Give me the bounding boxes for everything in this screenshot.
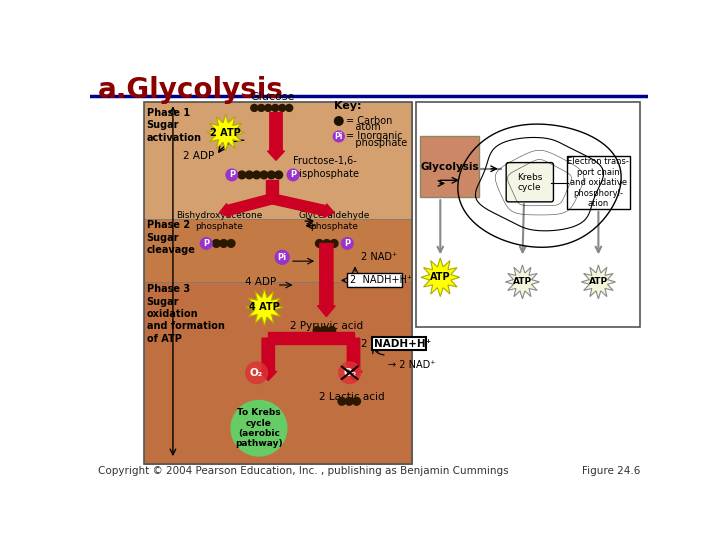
FancyArrow shape xyxy=(260,338,276,381)
Circle shape xyxy=(330,240,338,247)
Text: Pi: Pi xyxy=(278,253,287,262)
Circle shape xyxy=(253,171,261,179)
FancyBboxPatch shape xyxy=(506,163,554,202)
Circle shape xyxy=(275,171,282,179)
FancyArrow shape xyxy=(318,244,336,316)
Circle shape xyxy=(265,104,271,111)
Circle shape xyxy=(323,240,330,247)
Text: O₂: O₂ xyxy=(250,368,264,378)
Text: phosphate: phosphate xyxy=(346,138,407,147)
Text: Fructose-1,6-
bisphosphate: Fructose-1,6- bisphosphate xyxy=(293,157,359,179)
Circle shape xyxy=(246,171,253,179)
Circle shape xyxy=(251,104,258,111)
FancyArrow shape xyxy=(266,179,279,199)
Text: 2 ATP: 2 ATP xyxy=(210,127,241,138)
FancyBboxPatch shape xyxy=(144,102,412,219)
Text: → 2 NAD⁺: → 2 NAD⁺ xyxy=(388,360,436,370)
Text: P: P xyxy=(203,239,210,248)
Text: Glucose: Glucose xyxy=(250,92,294,102)
Polygon shape xyxy=(207,114,244,151)
Polygon shape xyxy=(505,265,539,299)
Text: atom: atom xyxy=(346,122,380,132)
Text: ATP: ATP xyxy=(513,278,532,286)
Circle shape xyxy=(258,104,265,111)
Text: ATP: ATP xyxy=(430,272,451,282)
Circle shape xyxy=(212,240,220,247)
Text: 2 ADP: 2 ADP xyxy=(183,151,214,161)
Text: 2  NADH+H⁺: 2 NADH+H⁺ xyxy=(350,275,412,286)
Text: Glycolysis: Glycolysis xyxy=(420,162,479,172)
Text: O₂: O₂ xyxy=(343,368,356,378)
Text: Figure 24.6: Figure 24.6 xyxy=(582,466,640,476)
Text: 2: 2 xyxy=(360,339,366,348)
Circle shape xyxy=(260,171,268,179)
Circle shape xyxy=(286,104,292,111)
FancyBboxPatch shape xyxy=(420,137,479,197)
Circle shape xyxy=(313,327,321,334)
Polygon shape xyxy=(421,258,459,296)
Text: = Carbon: = Carbon xyxy=(346,116,392,126)
FancyArrow shape xyxy=(220,194,274,217)
FancyArrow shape xyxy=(269,332,354,345)
Circle shape xyxy=(320,327,328,334)
Text: Key:: Key: xyxy=(334,101,361,111)
Circle shape xyxy=(220,240,228,247)
Text: Phase 3
Sugar
oxidation
and formation
of ATP: Phase 3 Sugar oxidation and formation of… xyxy=(147,284,225,344)
Circle shape xyxy=(238,171,246,179)
FancyBboxPatch shape xyxy=(144,219,412,282)
Circle shape xyxy=(353,397,361,405)
Circle shape xyxy=(246,362,267,383)
Text: a.Glycolysis: a.Glycolysis xyxy=(98,76,284,104)
Circle shape xyxy=(228,240,235,247)
Text: P: P xyxy=(290,171,296,179)
Polygon shape xyxy=(581,265,616,299)
Circle shape xyxy=(341,238,353,249)
Text: 4 ADP: 4 ADP xyxy=(245,277,276,287)
Circle shape xyxy=(275,251,289,264)
Circle shape xyxy=(279,104,286,111)
Circle shape xyxy=(346,397,353,405)
FancyBboxPatch shape xyxy=(415,102,640,327)
Polygon shape xyxy=(246,289,283,326)
Circle shape xyxy=(287,169,299,181)
Circle shape xyxy=(226,169,238,181)
Circle shape xyxy=(271,104,279,111)
Text: Bishydroxyacetone
phosphate: Bishydroxyacetone phosphate xyxy=(176,211,263,231)
Text: Glyceraldehyde
phosphate: Glyceraldehyde phosphate xyxy=(298,211,370,231)
Text: 4 ATP: 4 ATP xyxy=(249,302,280,312)
Circle shape xyxy=(335,117,343,125)
Circle shape xyxy=(333,131,344,142)
Text: 2 Pyruvic acid: 2 Pyruvic acid xyxy=(290,321,363,331)
Text: Copyright © 2004 Pearson Education, Inc. , publishing as Benjamin Cummings: Copyright © 2004 Pearson Education, Inc.… xyxy=(98,466,508,476)
Circle shape xyxy=(231,401,287,456)
Text: P: P xyxy=(344,239,351,248)
Circle shape xyxy=(338,397,346,405)
FancyArrow shape xyxy=(271,194,334,218)
Text: P: P xyxy=(229,171,235,179)
Text: Pi: Pi xyxy=(335,132,343,141)
Circle shape xyxy=(200,238,212,249)
FancyArrow shape xyxy=(267,112,284,160)
Text: To Krebs
cycle
(aerobic
pathway): To Krebs cycle (aerobic pathway) xyxy=(235,408,283,448)
FancyBboxPatch shape xyxy=(372,336,426,350)
FancyBboxPatch shape xyxy=(567,156,630,209)
Circle shape xyxy=(328,327,336,334)
FancyBboxPatch shape xyxy=(144,282,412,464)
Circle shape xyxy=(315,240,323,247)
Text: = Inorganic: = Inorganic xyxy=(346,131,402,141)
Circle shape xyxy=(339,362,361,383)
Text: ATP: ATP xyxy=(589,278,608,286)
Circle shape xyxy=(267,171,275,179)
Text: Krebs
cycle: Krebs cycle xyxy=(517,173,542,192)
Text: 2 NAD⁺: 2 NAD⁺ xyxy=(361,252,397,262)
Text: 2 Lactic acid: 2 Lactic acid xyxy=(319,392,384,402)
Text: NADH+H⁺: NADH+H⁺ xyxy=(374,339,431,348)
Text: Electron trans-
port chain
and oxidative
phosphoryl-
ation: Electron trans- port chain and oxidative… xyxy=(567,157,629,208)
Text: Phase 2
Sugar
cleavage: Phase 2 Sugar cleavage xyxy=(147,220,195,255)
Text: Phase 1
Sugar
activation: Phase 1 Sugar activation xyxy=(147,108,202,143)
FancyArrow shape xyxy=(345,338,362,381)
FancyBboxPatch shape xyxy=(347,273,402,287)
